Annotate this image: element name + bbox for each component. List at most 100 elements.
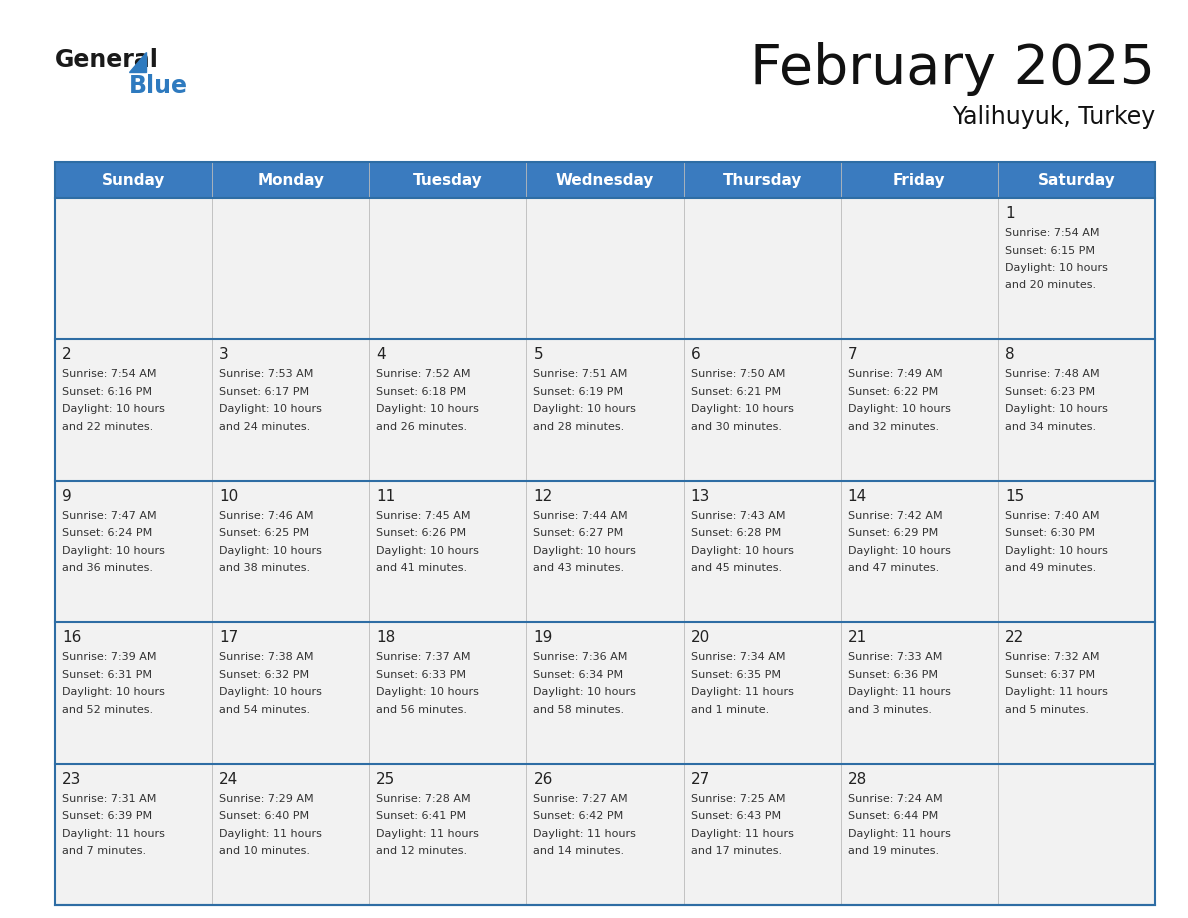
Text: Daylight: 10 hours: Daylight: 10 hours bbox=[1005, 546, 1107, 555]
Text: and 38 minutes.: and 38 minutes. bbox=[219, 564, 310, 574]
Bar bbox=[998, 481, 1155, 622]
Text: Daylight: 10 hours: Daylight: 10 hours bbox=[533, 688, 637, 697]
Text: Daylight: 10 hours: Daylight: 10 hours bbox=[1005, 405, 1107, 414]
Text: Sunrise: 7:54 AM: Sunrise: 7:54 AM bbox=[1005, 228, 1099, 238]
Bar bbox=[55, 340, 213, 481]
Text: 20: 20 bbox=[690, 630, 709, 645]
Text: Sunrise: 7:39 AM: Sunrise: 7:39 AM bbox=[62, 652, 157, 662]
Text: 5: 5 bbox=[533, 347, 543, 363]
Text: Daylight: 10 hours: Daylight: 10 hours bbox=[377, 688, 479, 697]
Text: Sunset: 6:42 PM: Sunset: 6:42 PM bbox=[533, 812, 624, 821]
Text: Blue: Blue bbox=[129, 74, 188, 98]
Text: Sunset: 6:37 PM: Sunset: 6:37 PM bbox=[1005, 670, 1095, 679]
Text: Sunrise: 7:37 AM: Sunrise: 7:37 AM bbox=[377, 652, 470, 662]
Bar bbox=[998, 622, 1155, 764]
Text: Sunrise: 7:44 AM: Sunrise: 7:44 AM bbox=[533, 510, 628, 521]
Text: Sunset: 6:43 PM: Sunset: 6:43 PM bbox=[690, 812, 781, 821]
Bar bbox=[213, 764, 369, 905]
Text: 16: 16 bbox=[62, 630, 81, 645]
Text: Sunset: 6:32 PM: Sunset: 6:32 PM bbox=[219, 670, 309, 679]
Text: Sunset: 6:40 PM: Sunset: 6:40 PM bbox=[219, 812, 309, 821]
Text: Sunrise: 7:38 AM: Sunrise: 7:38 AM bbox=[219, 652, 314, 662]
Text: and 19 minutes.: and 19 minutes. bbox=[848, 846, 939, 856]
Text: 9: 9 bbox=[62, 488, 71, 504]
Text: 27: 27 bbox=[690, 772, 709, 787]
Text: and 20 minutes.: and 20 minutes. bbox=[1005, 281, 1097, 290]
Text: Daylight: 10 hours: Daylight: 10 hours bbox=[533, 546, 637, 555]
Bar bbox=[998, 198, 1155, 340]
Text: Daylight: 10 hours: Daylight: 10 hours bbox=[377, 405, 479, 414]
Text: and 14 minutes.: and 14 minutes. bbox=[533, 846, 625, 856]
Text: Sunday: Sunday bbox=[102, 173, 165, 187]
Text: 26: 26 bbox=[533, 772, 552, 787]
Text: and 47 minutes.: and 47 minutes. bbox=[848, 564, 939, 574]
Text: and 12 minutes.: and 12 minutes. bbox=[377, 846, 467, 856]
Bar bbox=[683, 622, 841, 764]
Text: and 1 minute.: and 1 minute. bbox=[690, 705, 769, 715]
Text: Sunrise: 7:50 AM: Sunrise: 7:50 AM bbox=[690, 369, 785, 379]
Text: Sunrise: 7:52 AM: Sunrise: 7:52 AM bbox=[377, 369, 470, 379]
Text: Daylight: 10 hours: Daylight: 10 hours bbox=[377, 546, 479, 555]
Text: Daylight: 11 hours: Daylight: 11 hours bbox=[62, 829, 165, 839]
Text: Daylight: 11 hours: Daylight: 11 hours bbox=[533, 829, 637, 839]
Bar bbox=[841, 340, 998, 481]
Text: Sunrise: 7:31 AM: Sunrise: 7:31 AM bbox=[62, 793, 157, 803]
Text: Sunset: 6:25 PM: Sunset: 6:25 PM bbox=[219, 528, 309, 538]
Text: Sunset: 6:26 PM: Sunset: 6:26 PM bbox=[377, 528, 467, 538]
Text: Sunrise: 7:25 AM: Sunrise: 7:25 AM bbox=[690, 793, 785, 803]
Bar bbox=[683, 198, 841, 340]
Bar bbox=[841, 764, 998, 905]
Text: Sunrise: 7:33 AM: Sunrise: 7:33 AM bbox=[848, 652, 942, 662]
Text: Sunrise: 7:34 AM: Sunrise: 7:34 AM bbox=[690, 652, 785, 662]
Bar bbox=[369, 481, 526, 622]
Text: Sunrise: 7:48 AM: Sunrise: 7:48 AM bbox=[1005, 369, 1099, 379]
Bar bbox=[683, 764, 841, 905]
Text: Sunrise: 7:54 AM: Sunrise: 7:54 AM bbox=[62, 369, 157, 379]
Text: 18: 18 bbox=[377, 630, 396, 645]
Text: and 3 minutes.: and 3 minutes. bbox=[848, 705, 931, 715]
Bar bbox=[683, 481, 841, 622]
Text: and 34 minutes.: and 34 minutes. bbox=[1005, 422, 1097, 431]
Text: 22: 22 bbox=[1005, 630, 1024, 645]
Text: 10: 10 bbox=[219, 488, 239, 504]
Text: Sunrise: 7:36 AM: Sunrise: 7:36 AM bbox=[533, 652, 627, 662]
Text: Daylight: 11 hours: Daylight: 11 hours bbox=[1005, 688, 1107, 697]
Text: and 22 minutes.: and 22 minutes. bbox=[62, 422, 153, 431]
Bar bbox=[841, 481, 998, 622]
Text: Sunset: 6:15 PM: Sunset: 6:15 PM bbox=[1005, 245, 1095, 255]
Text: 12: 12 bbox=[533, 488, 552, 504]
Text: Sunset: 6:23 PM: Sunset: 6:23 PM bbox=[1005, 386, 1095, 397]
Text: Sunset: 6:17 PM: Sunset: 6:17 PM bbox=[219, 386, 309, 397]
Text: 25: 25 bbox=[377, 772, 396, 787]
Text: Sunrise: 7:47 AM: Sunrise: 7:47 AM bbox=[62, 510, 157, 521]
Text: and 26 minutes.: and 26 minutes. bbox=[377, 422, 467, 431]
Text: 24: 24 bbox=[219, 772, 239, 787]
Text: Sunrise: 7:46 AM: Sunrise: 7:46 AM bbox=[219, 510, 314, 521]
Text: Sunrise: 7:51 AM: Sunrise: 7:51 AM bbox=[533, 369, 627, 379]
Text: and 52 minutes.: and 52 minutes. bbox=[62, 705, 153, 715]
Text: Sunrise: 7:32 AM: Sunrise: 7:32 AM bbox=[1005, 652, 1099, 662]
Text: 2: 2 bbox=[62, 347, 71, 363]
Text: Daylight: 10 hours: Daylight: 10 hours bbox=[219, 546, 322, 555]
Text: 23: 23 bbox=[62, 772, 81, 787]
Text: Friday: Friday bbox=[893, 173, 946, 187]
Text: 17: 17 bbox=[219, 630, 239, 645]
Text: 21: 21 bbox=[848, 630, 867, 645]
Text: Daylight: 10 hours: Daylight: 10 hours bbox=[1005, 263, 1107, 273]
Text: Monday: Monday bbox=[258, 173, 324, 187]
Text: Tuesday: Tuesday bbox=[413, 173, 482, 187]
Text: 1: 1 bbox=[1005, 206, 1015, 221]
Text: 14: 14 bbox=[848, 488, 867, 504]
Text: and 43 minutes.: and 43 minutes. bbox=[533, 564, 625, 574]
Text: and 54 minutes.: and 54 minutes. bbox=[219, 705, 310, 715]
Bar bbox=[998, 764, 1155, 905]
Text: and 32 minutes.: and 32 minutes. bbox=[848, 422, 939, 431]
Text: Sunset: 6:16 PM: Sunset: 6:16 PM bbox=[62, 386, 152, 397]
Bar bbox=[213, 622, 369, 764]
Text: 19: 19 bbox=[533, 630, 552, 645]
Text: 3: 3 bbox=[219, 347, 229, 363]
Text: and 30 minutes.: and 30 minutes. bbox=[690, 422, 782, 431]
Text: Sunset: 6:21 PM: Sunset: 6:21 PM bbox=[690, 386, 781, 397]
Text: General: General bbox=[55, 48, 159, 72]
Text: 15: 15 bbox=[1005, 488, 1024, 504]
